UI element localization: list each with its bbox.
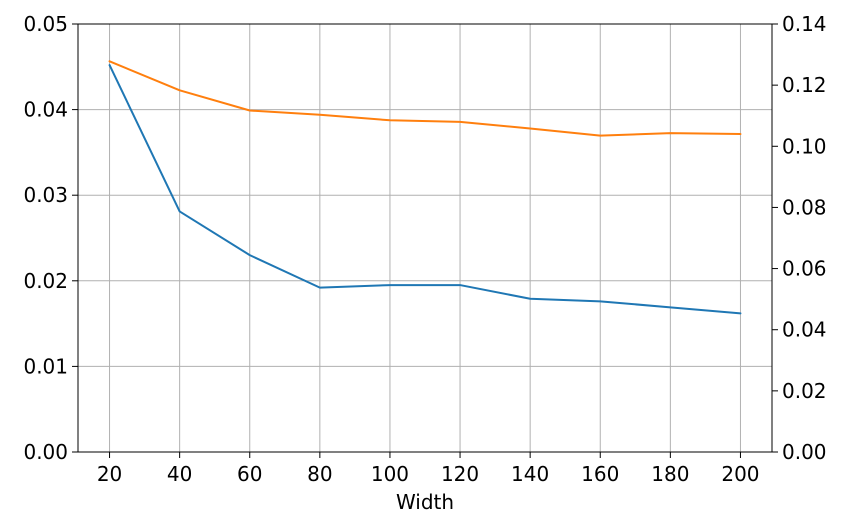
- y-left-tick-label: 0.03: [23, 183, 68, 207]
- x-axis-title: Width: [396, 490, 454, 514]
- x-tick-label: 120: [441, 462, 479, 486]
- x-tick-label: 60: [237, 462, 262, 486]
- y-axis-right: 0.00 0.02 0.04 0.06 0.08 0.10 0.12 0.14: [772, 12, 827, 464]
- y-left-tick-label: 0.04: [23, 98, 68, 122]
- y-right-tick-label: 0.10: [782, 134, 827, 158]
- y-left-tick-label: 0.05: [23, 12, 68, 36]
- y-right-tick-label: 0.04: [782, 318, 827, 342]
- x-tick-label: 180: [651, 462, 689, 486]
- x-tick-label: 100: [371, 462, 409, 486]
- x-tick-label: 40: [167, 462, 192, 486]
- y-right-tick-label: 0.08: [782, 195, 827, 219]
- x-tick-label: 20: [97, 462, 122, 486]
- x-tick-label: 140: [511, 462, 549, 486]
- y-left-tick-label: 0.01: [23, 354, 68, 378]
- series-line-left-axis: [108, 64, 742, 315]
- y-axis-left: 0.00 0.01 0.02 0.03 0.04 0.05: [23, 12, 78, 464]
- plot-frame: [77, 23, 773, 453]
- y-right-tick-label: 0.12: [782, 73, 827, 97]
- series-line-right-axis: [108, 60, 742, 137]
- y-left-tick-label: 0.00: [23, 440, 68, 464]
- x-tick-label: 200: [721, 462, 759, 486]
- y-left-tick-label: 0.02: [23, 269, 68, 293]
- x-tick-label: 160: [581, 462, 619, 486]
- y-right-tick-label: 0.06: [782, 257, 827, 281]
- y-right-tick-label: 0.00: [782, 440, 827, 464]
- grid: [78, 23, 772, 453]
- y-right-tick-label: 0.14: [782, 12, 827, 36]
- x-axis: 20 40 60 80 100 120 140 160 180 200: [97, 452, 760, 486]
- x-tick-label: 80: [307, 462, 332, 486]
- y-right-tick-label: 0.02: [782, 379, 827, 403]
- series-group: [108, 60, 742, 315]
